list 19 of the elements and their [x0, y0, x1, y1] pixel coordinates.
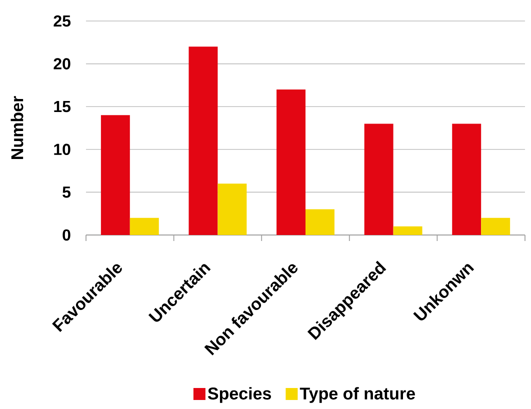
- bar: [130, 218, 159, 235]
- y-tick-label: 20: [54, 58, 70, 70]
- bar: [218, 184, 247, 235]
- y-tick-label: 0: [62, 229, 70, 241]
- y-tick-label: 10: [54, 144, 70, 156]
- y-tick-label: 25: [54, 15, 71, 27]
- bar: [276, 89, 306, 235]
- bar: [452, 124, 482, 235]
- y-axis-title: Number: [10, 96, 24, 159]
- bar: [100, 115, 130, 235]
- y-tick-label: 15: [54, 101, 71, 112]
- y-tick-label: 5: [62, 186, 71, 198]
- legend-label: Type of nature: [300, 387, 415, 403]
- legend-label: Species: [208, 387, 271, 403]
- bar: [481, 218, 510, 235]
- bar: [305, 209, 334, 235]
- bar: [364, 124, 394, 235]
- bar: [188, 46, 218, 235]
- bar: [393, 226, 422, 235]
